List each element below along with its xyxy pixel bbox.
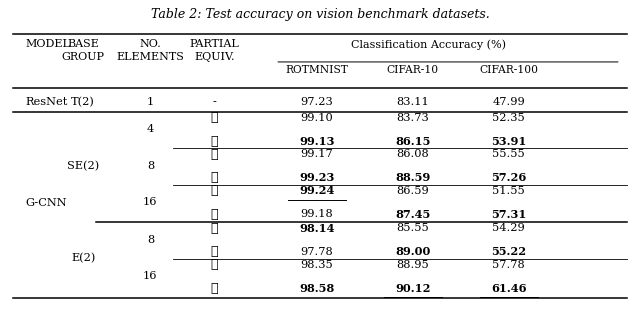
Text: 99.13: 99.13	[299, 136, 335, 147]
Text: 52.35: 52.35	[492, 113, 525, 123]
Text: 16: 16	[143, 198, 157, 207]
Text: Classification Accuracy (%): Classification Accuracy (%)	[351, 39, 506, 50]
Text: ROTMNIST: ROTMNIST	[285, 65, 348, 75]
Text: BASE
GROUP: BASE GROUP	[61, 39, 105, 62]
Text: ✓: ✓	[211, 208, 218, 221]
Text: 86.08: 86.08	[396, 149, 429, 159]
Text: 54.29: 54.29	[492, 223, 525, 233]
Text: 8: 8	[147, 235, 154, 245]
Text: T(2): T(2)	[71, 97, 95, 107]
Text: 83.11: 83.11	[396, 97, 429, 107]
Text: 98.35: 98.35	[300, 260, 333, 270]
Text: 98.14: 98.14	[299, 223, 335, 234]
Text: 99.17: 99.17	[300, 149, 333, 159]
Text: CIFAR-100: CIFAR-100	[479, 65, 538, 75]
Text: 89.00: 89.00	[395, 246, 431, 257]
Text: ✓: ✓	[211, 135, 218, 148]
Text: Table 2: Test accuracy on vision benchmark datasets.: Table 2: Test accuracy on vision benchma…	[150, 8, 490, 21]
Text: 8: 8	[147, 161, 154, 171]
Text: ✓: ✓	[211, 171, 218, 184]
Text: 99.18: 99.18	[300, 209, 333, 219]
Text: 61.46: 61.46	[491, 283, 527, 294]
Text: 90.12: 90.12	[395, 283, 431, 294]
Text: 98.58: 98.58	[299, 283, 335, 294]
Text: ✗: ✗	[211, 148, 218, 161]
Text: 55.55: 55.55	[492, 149, 525, 159]
Text: SE(2): SE(2)	[67, 161, 99, 171]
Text: 55.22: 55.22	[492, 246, 526, 257]
Text: ✗: ✗	[211, 222, 218, 235]
Text: 99.23: 99.23	[299, 172, 335, 183]
Text: 16: 16	[143, 272, 157, 281]
Text: 83.73: 83.73	[396, 113, 429, 123]
Text: MODEL: MODEL	[26, 39, 70, 49]
Text: ✗: ✗	[211, 258, 218, 271]
Text: 86.59: 86.59	[396, 186, 429, 196]
Text: PARTIAL
EQUIV.: PARTIAL EQUIV.	[189, 39, 239, 62]
Text: G-CNN: G-CNN	[26, 198, 67, 208]
Text: ResNet: ResNet	[26, 97, 68, 107]
Text: 97.78: 97.78	[300, 247, 333, 257]
Text: E(2): E(2)	[71, 253, 95, 263]
Text: 4: 4	[147, 125, 154, 134]
Text: 97.23: 97.23	[300, 97, 333, 107]
Text: CIFAR-10: CIFAR-10	[387, 65, 439, 75]
Text: 57.78: 57.78	[492, 260, 525, 270]
Text: ✓: ✓	[211, 282, 218, 295]
Text: 51.55: 51.55	[492, 186, 525, 196]
Text: 85.55: 85.55	[396, 223, 429, 233]
Text: 88.95: 88.95	[396, 260, 429, 270]
Text: 88.59: 88.59	[395, 172, 431, 183]
Text: 1: 1	[147, 97, 154, 107]
Text: 87.45: 87.45	[395, 209, 431, 220]
Text: ✗: ✗	[211, 184, 218, 197]
Text: 53.91: 53.91	[491, 136, 527, 147]
Text: 99.10: 99.10	[300, 113, 333, 123]
Text: ✗: ✗	[211, 111, 218, 124]
Text: 99.24: 99.24	[299, 185, 335, 196]
Text: 86.15: 86.15	[395, 136, 431, 147]
Text: 57.26: 57.26	[491, 172, 527, 183]
Text: 47.99: 47.99	[492, 97, 525, 107]
Text: 57.31: 57.31	[491, 209, 527, 220]
Text: NO.
ELEMENTS: NO. ELEMENTS	[116, 39, 184, 62]
Text: ✓: ✓	[211, 245, 218, 258]
Text: -: -	[212, 97, 216, 107]
